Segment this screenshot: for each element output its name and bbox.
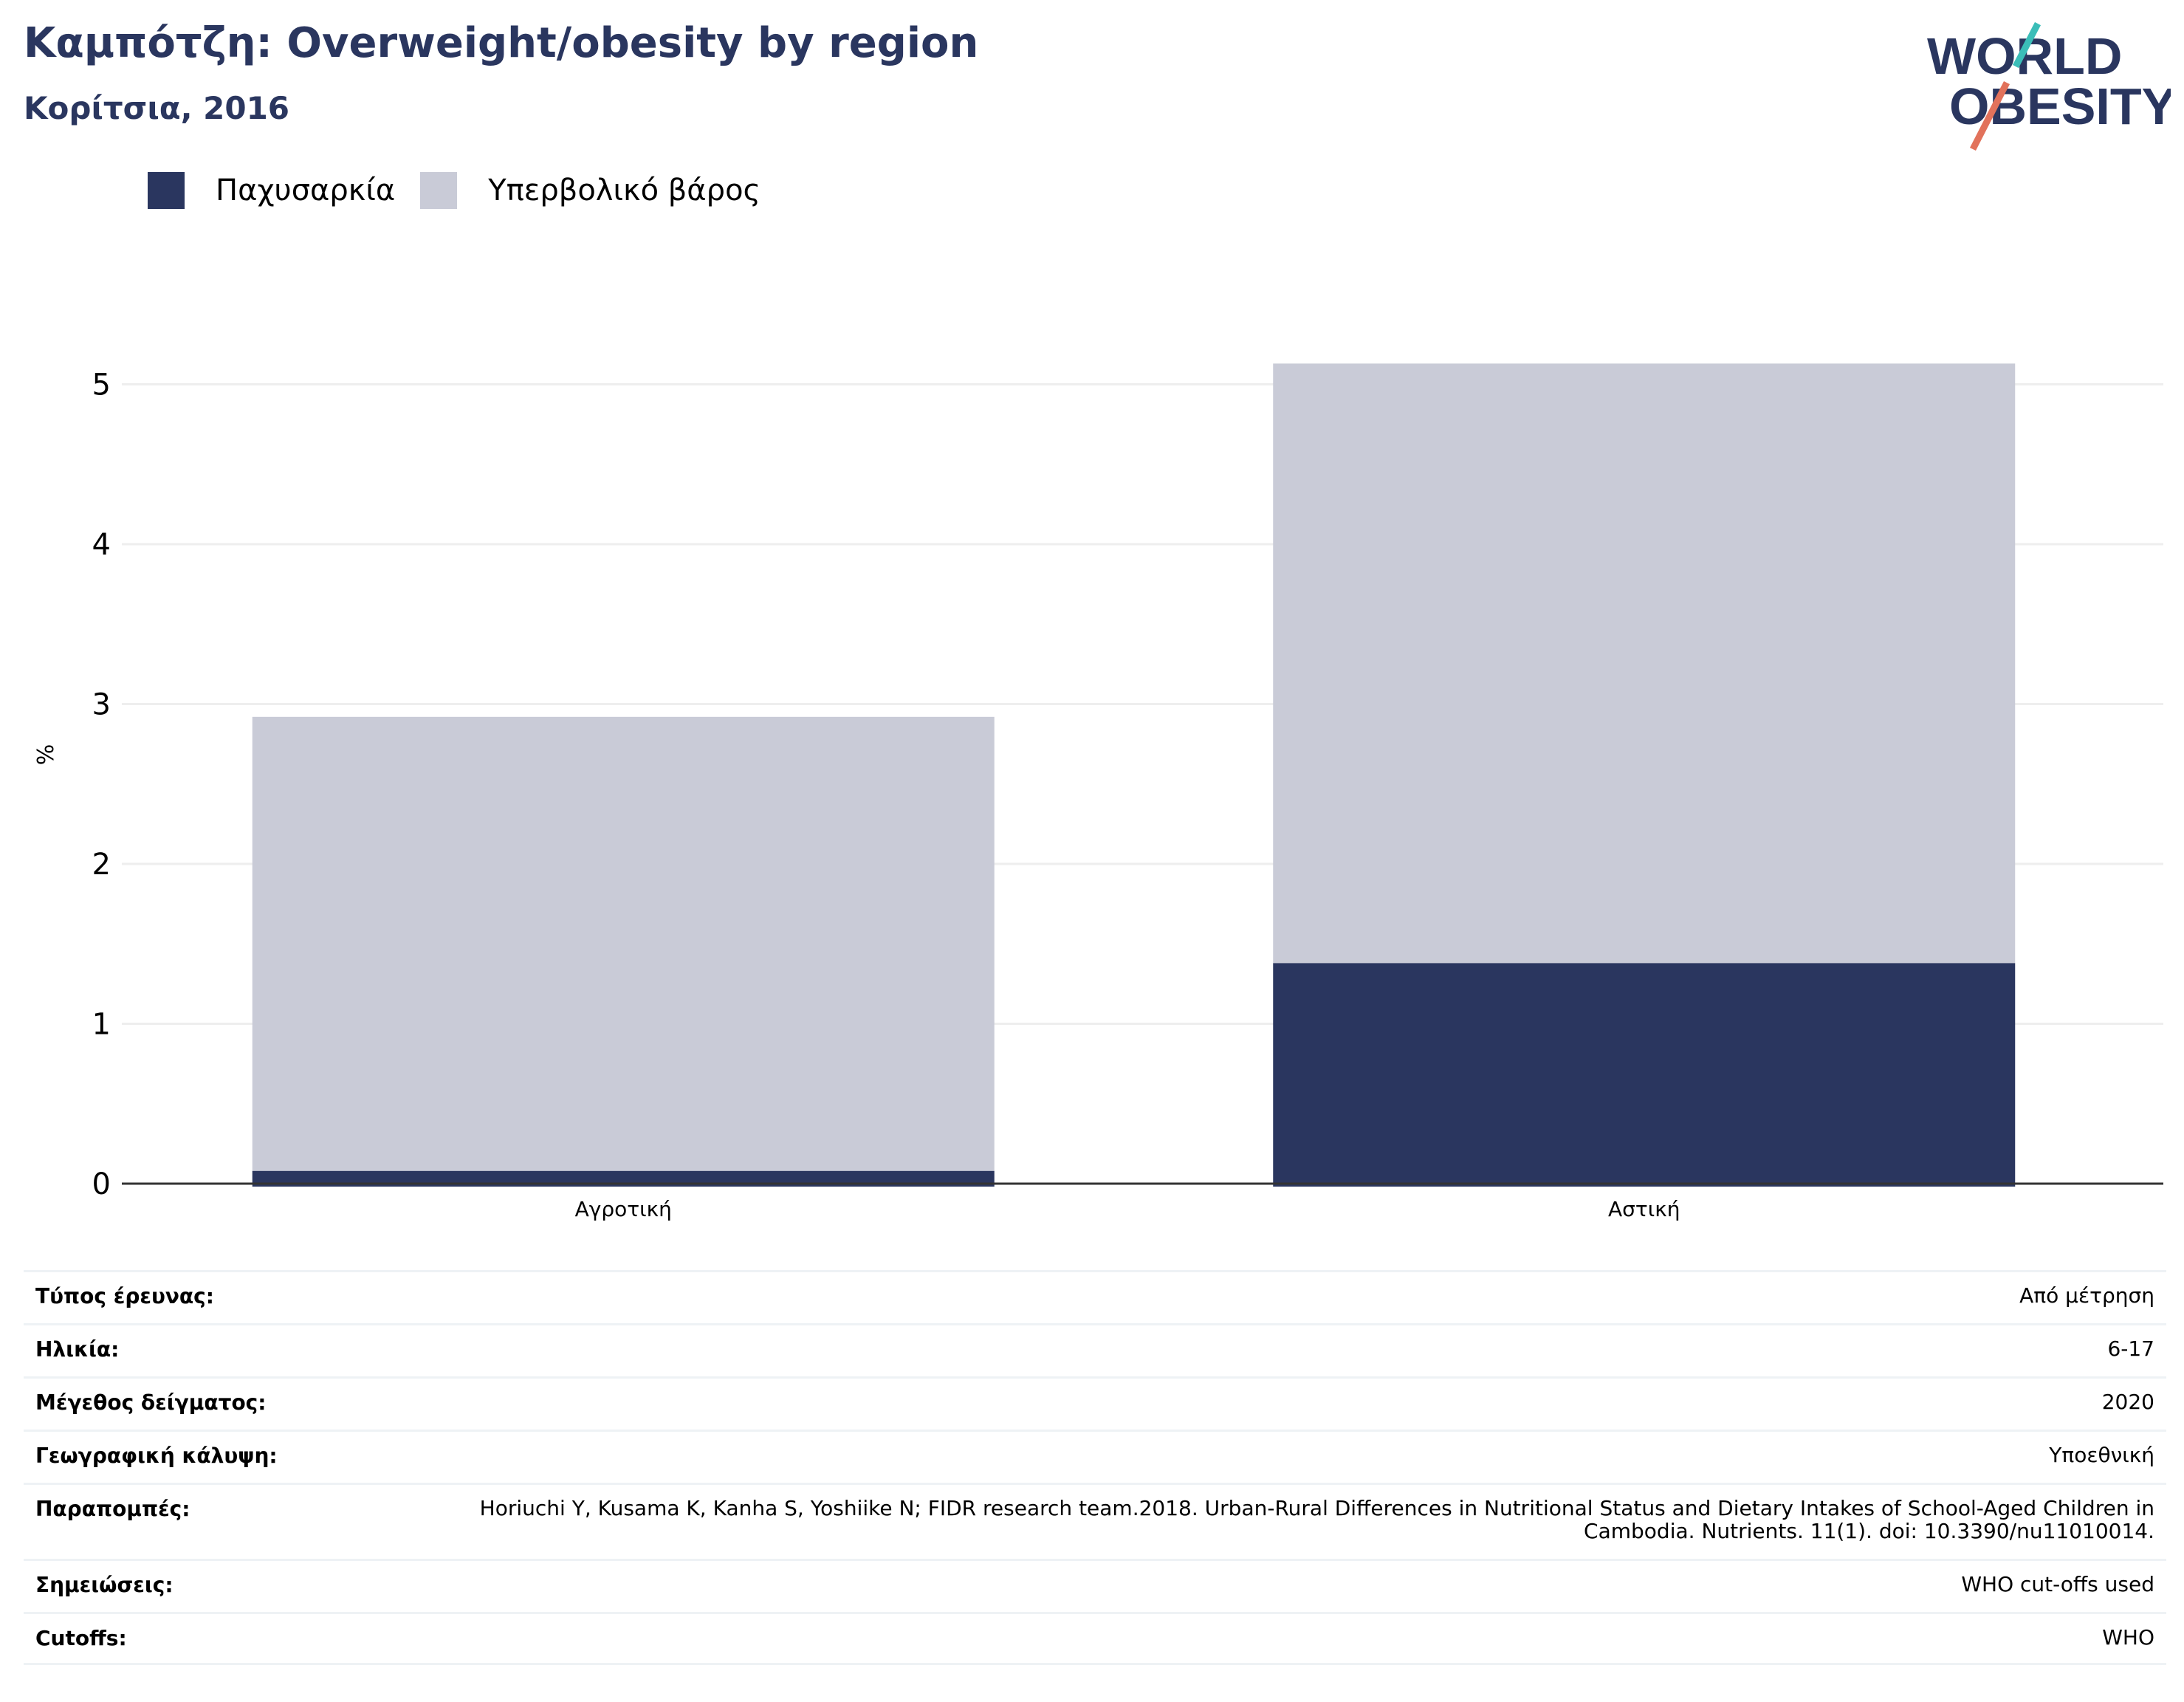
metadata-row-age: Ηλικία: 6-17 xyxy=(24,1323,2166,1376)
metadata-value: Υποεθνική xyxy=(2049,1443,2154,1467)
metadata-row-notes: Σημειώσεις: WHO cut-offs used xyxy=(24,1559,2166,1612)
metadata-label: Τύπος έρευνας: xyxy=(35,1284,214,1308)
metadata-value: 2020 xyxy=(2101,1390,2154,1414)
y-tick-label: 4 xyxy=(92,528,111,562)
metadata-label: Ηλικία: xyxy=(35,1337,120,1362)
y-tick-label: 2 xyxy=(92,848,111,882)
metadata-label: Παραπομπές: xyxy=(35,1497,190,1521)
legend-item-obesity: Παχυσαρκία xyxy=(148,172,395,209)
legend-label-obesity: Παχυσαρκία xyxy=(216,174,396,207)
logo-slash-coral xyxy=(1969,80,2010,151)
x-tick-label: Αγροτική xyxy=(575,1197,672,1221)
metadata-value: WHO xyxy=(2102,1625,2154,1650)
logo-slash-teal xyxy=(2013,22,2041,69)
bar-overweight xyxy=(1273,363,2016,964)
metadata-label: Μέγεθος δείγματος: xyxy=(35,1390,267,1415)
y-axis-label: % xyxy=(33,744,59,766)
metadata-row-survey-type: Τύπος έρευνας: Από μέτρηση xyxy=(24,1270,2166,1323)
metadata-table: Τύπος έρευνας: Από μέτρηση Ηλικία: 6-17 … xyxy=(24,1270,2166,1665)
metadata-value: Από μέτρηση xyxy=(2019,1283,2154,1308)
legend-swatch-overweight xyxy=(420,172,458,209)
world-obesity-logo: WORLD OBESITY xyxy=(1927,22,2171,151)
legend-swatch-obesity xyxy=(148,172,185,209)
metadata-label: Γεωγραφική κάλυψη: xyxy=(35,1444,278,1468)
stacked-bar-chart: 0 1 2 3 4 5% Αγροτική Αστική xyxy=(33,363,2163,1221)
legend-label-overweight: Υπερβολικό βάρος xyxy=(488,174,761,207)
y-tick-label: 3 xyxy=(92,688,111,722)
metadata-row-coverage: Γεωγραφική κάλυψη: Υποεθνική xyxy=(24,1430,2166,1483)
legend-item-overweight: Υπερβολικό βάρος xyxy=(420,172,760,209)
y-tick-label: 0 xyxy=(92,1167,111,1201)
bar-overweight xyxy=(252,716,995,1171)
chart-legend: Παχυσαρκία Υπερβολικό βάρος xyxy=(148,170,786,211)
y-tick-label: 1 xyxy=(92,1008,111,1042)
x-tick-label: Αστική xyxy=(1608,1197,1680,1221)
y-tick-label: 5 xyxy=(92,368,111,402)
metadata-row-sample-size: Μέγεθος δείγματος: 2020 xyxy=(24,1376,2166,1430)
metadata-value: 6-17 xyxy=(2107,1336,2154,1361)
chart-subtitle: Κορίτσια, 2016 xyxy=(24,90,290,126)
bar-obesity xyxy=(1273,963,2016,1187)
metadata-value: Horiuchi Y, Kusama K, Kanha S, Yoshiike … xyxy=(479,1496,2154,1543)
metadata-label: Σημειώσεις: xyxy=(35,1573,174,1597)
metadata-row-cutoffs: Cutoffs: WHO xyxy=(24,1612,2166,1665)
metadata-row-references: Παραπομπές: Horiuchi Y, Kusama K, Kanha … xyxy=(24,1483,2166,1559)
metadata-value: WHO cut-offs used xyxy=(1961,1572,2154,1596)
metadata-label: Cutoffs: xyxy=(35,1626,127,1650)
chart-title: Καμπότζη: Overweight/obesity by region xyxy=(24,19,979,67)
